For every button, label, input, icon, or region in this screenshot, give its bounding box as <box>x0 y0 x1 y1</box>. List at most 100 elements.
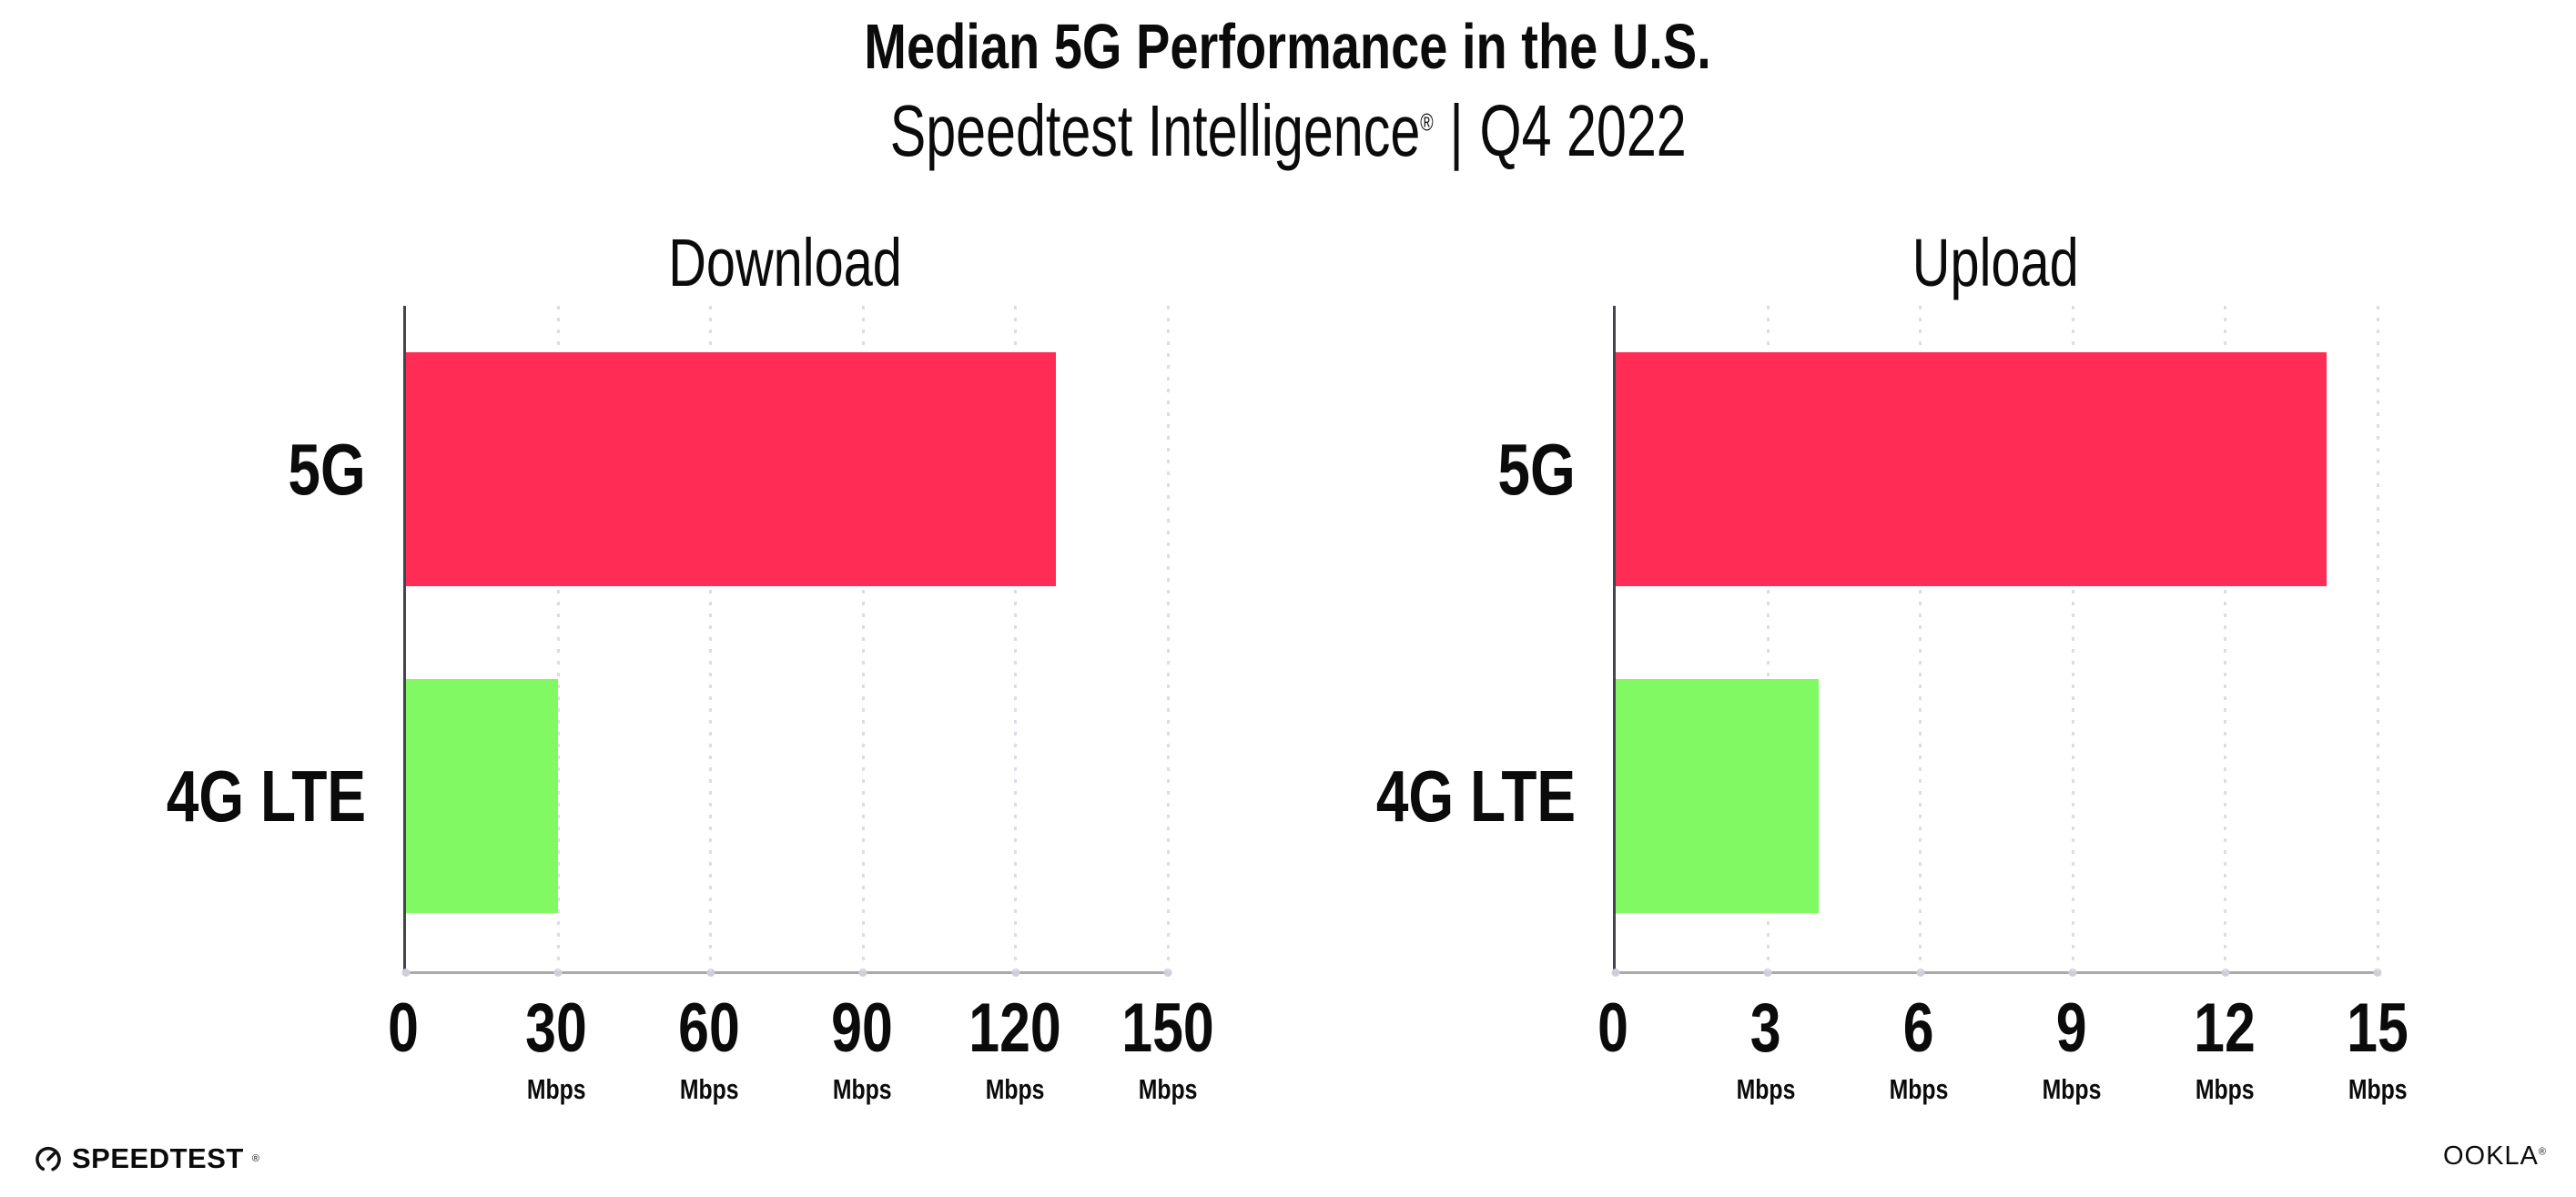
tick-unit-text: Mbps <box>832 1073 892 1105</box>
download-chart-title: Download <box>668 224 903 300</box>
tick-value-9: 9 <box>2035 994 2109 1063</box>
category-label-text: 5G <box>288 428 366 510</box>
tick-value-0: 0 <box>384 994 422 1063</box>
tick-value-text: 0 <box>1597 989 1628 1067</box>
tick-value-text: 120 <box>969 989 1061 1067</box>
gridline-15 <box>2376 306 2379 971</box>
tick-value-text: 3 <box>1750 989 1781 1067</box>
download-y-axis-labels: 5G 4G LTE <box>162 306 403 974</box>
tick-unit-text: Mbps <box>985 1073 1045 1105</box>
x-tick-label-6: 6 Mbps <box>1882 974 1956 1104</box>
tick-unit-15: Mbps <box>2339 1075 2417 1103</box>
ookla-logo: OOKLA® <box>2443 1141 2547 1172</box>
subtitle-brand: Speedtest Intelligence <box>889 90 1421 171</box>
category-label-text: 4G LTE <box>1375 755 1576 837</box>
tick-unit-3: Mbps <box>1729 1075 1803 1103</box>
main-title: Median 5G Performance in the U.S. <box>0 15 2576 78</box>
x-tick-label-15: 15 Mbps <box>2339 974 2417 1104</box>
tick-unit-text: Mbps <box>1736 1073 1796 1105</box>
bar-4g-lte-download <box>406 679 559 913</box>
header: Median 5G Performance in the U.S. Speedt… <box>0 0 2576 167</box>
footer: SPEEDTEST ® OOKLA® <box>0 1139 2576 1175</box>
tick-value-150: 150 <box>1111 994 1226 1063</box>
gridline-90 <box>861 306 865 971</box>
bar-4g-lte-upload <box>1616 679 1820 913</box>
category-label-5g: 5G <box>1478 428 1576 510</box>
tick-unit-9: Mbps <box>2035 1075 2109 1103</box>
tick-unit-6: Mbps <box>1882 1075 1956 1103</box>
main-title-text: Median 5G Performance in the U.S. <box>864 11 1712 82</box>
ookla-logo-text: OOKLA <box>2442 1141 2539 1171</box>
upload-x-axis: 0 3 Mbps 6 Mbps 9 Mbps 12 Mbps 15 Mbps <box>1597 974 2409 1147</box>
tick-unit-12: Mbps <box>2186 1075 2264 1103</box>
tick-value-text: 9 <box>2056 989 2087 1067</box>
registered-mark: ® <box>1420 108 1434 137</box>
tick-unit-text: Mbps <box>2348 1073 2408 1105</box>
upload-chart: Upload 5G 4G LTE 0 3 Mbps 6 Mbps 9 Mbps 12 Mbps 15… <box>1372 218 2409 1147</box>
category-label-4g-lte: 4G LTE <box>1326 755 1576 837</box>
tick-unit-text: Mbps <box>679 1073 739 1105</box>
speedtest-logo-text: SPEEDTEST <box>72 1142 244 1174</box>
tick-value-text: 30 <box>525 989 587 1067</box>
tick-value-text: 12 <box>2194 989 2256 1067</box>
tick-value-6: 6 <box>1882 994 1956 1063</box>
x-tick-label-150: 150 Mbps <box>1111 974 1226 1104</box>
tick-value-30: 30 <box>518 994 595 1063</box>
tick-value-text: 90 <box>831 989 893 1067</box>
gridline-150 <box>1166 306 1170 971</box>
axis-tick-dot-0 <box>401 969 411 977</box>
tick-value-60: 60 <box>671 994 748 1063</box>
axis-tick-dot-150 <box>1163 969 1172 977</box>
x-tick-label-90: 90 Mbps <box>824 974 901 1104</box>
x-tick-label-120: 120 Mbps <box>958 974 1073 1104</box>
charts-row: Download 5G 4G LTE 0 30 Mbps 60 Mbps 90 Mbps 120… <box>162 218 2409 1147</box>
ookla-trademark: ® <box>2538 1146 2547 1158</box>
download-chart: Download 5G 4G LTE 0 30 Mbps 60 Mbps 90 Mbps 120… <box>162 218 1214 1147</box>
tick-value-text: 150 <box>1121 989 1214 1067</box>
tick-unit-text: Mbps <box>2042 1073 2102 1105</box>
tick-unit-60: Mbps <box>671 1075 748 1103</box>
x-tick-label-9: 9 Mbps <box>2035 974 2109 1104</box>
axis-tick-dot-90 <box>858 969 867 977</box>
axis-tick-dot-0 <box>1611 969 1620 977</box>
speedtest-logo: SPEEDTEST ® <box>33 1142 259 1175</box>
speedtest-gauge-icon <box>33 1143 64 1174</box>
category-label-text: 4G LTE <box>166 755 366 837</box>
tick-unit-text: Mbps <box>1138 1073 1198 1105</box>
upload-y-axis-labels: 5G 4G LTE <box>1372 306 1613 974</box>
tick-unit-text: Mbps <box>1889 1073 1949 1105</box>
download-x-axis: 0 30 Mbps 60 Mbps 90 Mbps 120 Mbps 150 Mbps <box>388 974 1214 1147</box>
tick-unit-text: Mbps <box>526 1073 586 1105</box>
tick-value-120: 120 <box>958 994 1073 1063</box>
tick-value-text: 60 <box>678 989 740 1067</box>
x-tick-label-60: 60 Mbps <box>671 974 748 1104</box>
axis-tick-dot-120 <box>1011 969 1020 977</box>
tick-unit-150: Mbps <box>1111 1075 1226 1103</box>
x-tick-label-0: 0 <box>1594 974 1632 1063</box>
gridline-12 <box>2224 306 2227 971</box>
gridline-3 <box>1766 306 1770 971</box>
tick-unit-30: Mbps <box>518 1075 595 1103</box>
tick-unit-120: Mbps <box>958 1075 1073 1103</box>
upload-plot-area <box>1611 306 2382 977</box>
subtitle-period: Q4 2022 <box>1479 90 1687 171</box>
upload-chart-title: Upload <box>1912 224 2079 300</box>
gridline-6 <box>1919 306 1922 971</box>
tick-unit-90: Mbps <box>824 1075 901 1103</box>
tick-unit-text: Mbps <box>2195 1073 2255 1105</box>
subtitle: Speedtest Intelligence® | Q4 2022 <box>0 95 2576 167</box>
subtitle-divider: | <box>1449 90 1464 171</box>
axis-tick-dot-30 <box>553 969 563 977</box>
axis-tick-dot-15 <box>2373 969 2382 977</box>
axis-tick-dot-60 <box>706 969 715 977</box>
category-label-4g-lte: 4G LTE <box>117 755 366 837</box>
x-tick-label-12: 12 Mbps <box>2186 974 2264 1104</box>
gridline-60 <box>709 306 713 971</box>
category-label-text: 5G <box>1497 428 1576 510</box>
axis-tick-dot-12 <box>2221 969 2230 977</box>
axis-tick-dot-9 <box>2068 969 2077 977</box>
x-tick-label-30: 30 Mbps <box>518 974 595 1104</box>
tick-value-15: 15 <box>2339 994 2417 1063</box>
tick-value-text: 15 <box>2347 989 2409 1067</box>
